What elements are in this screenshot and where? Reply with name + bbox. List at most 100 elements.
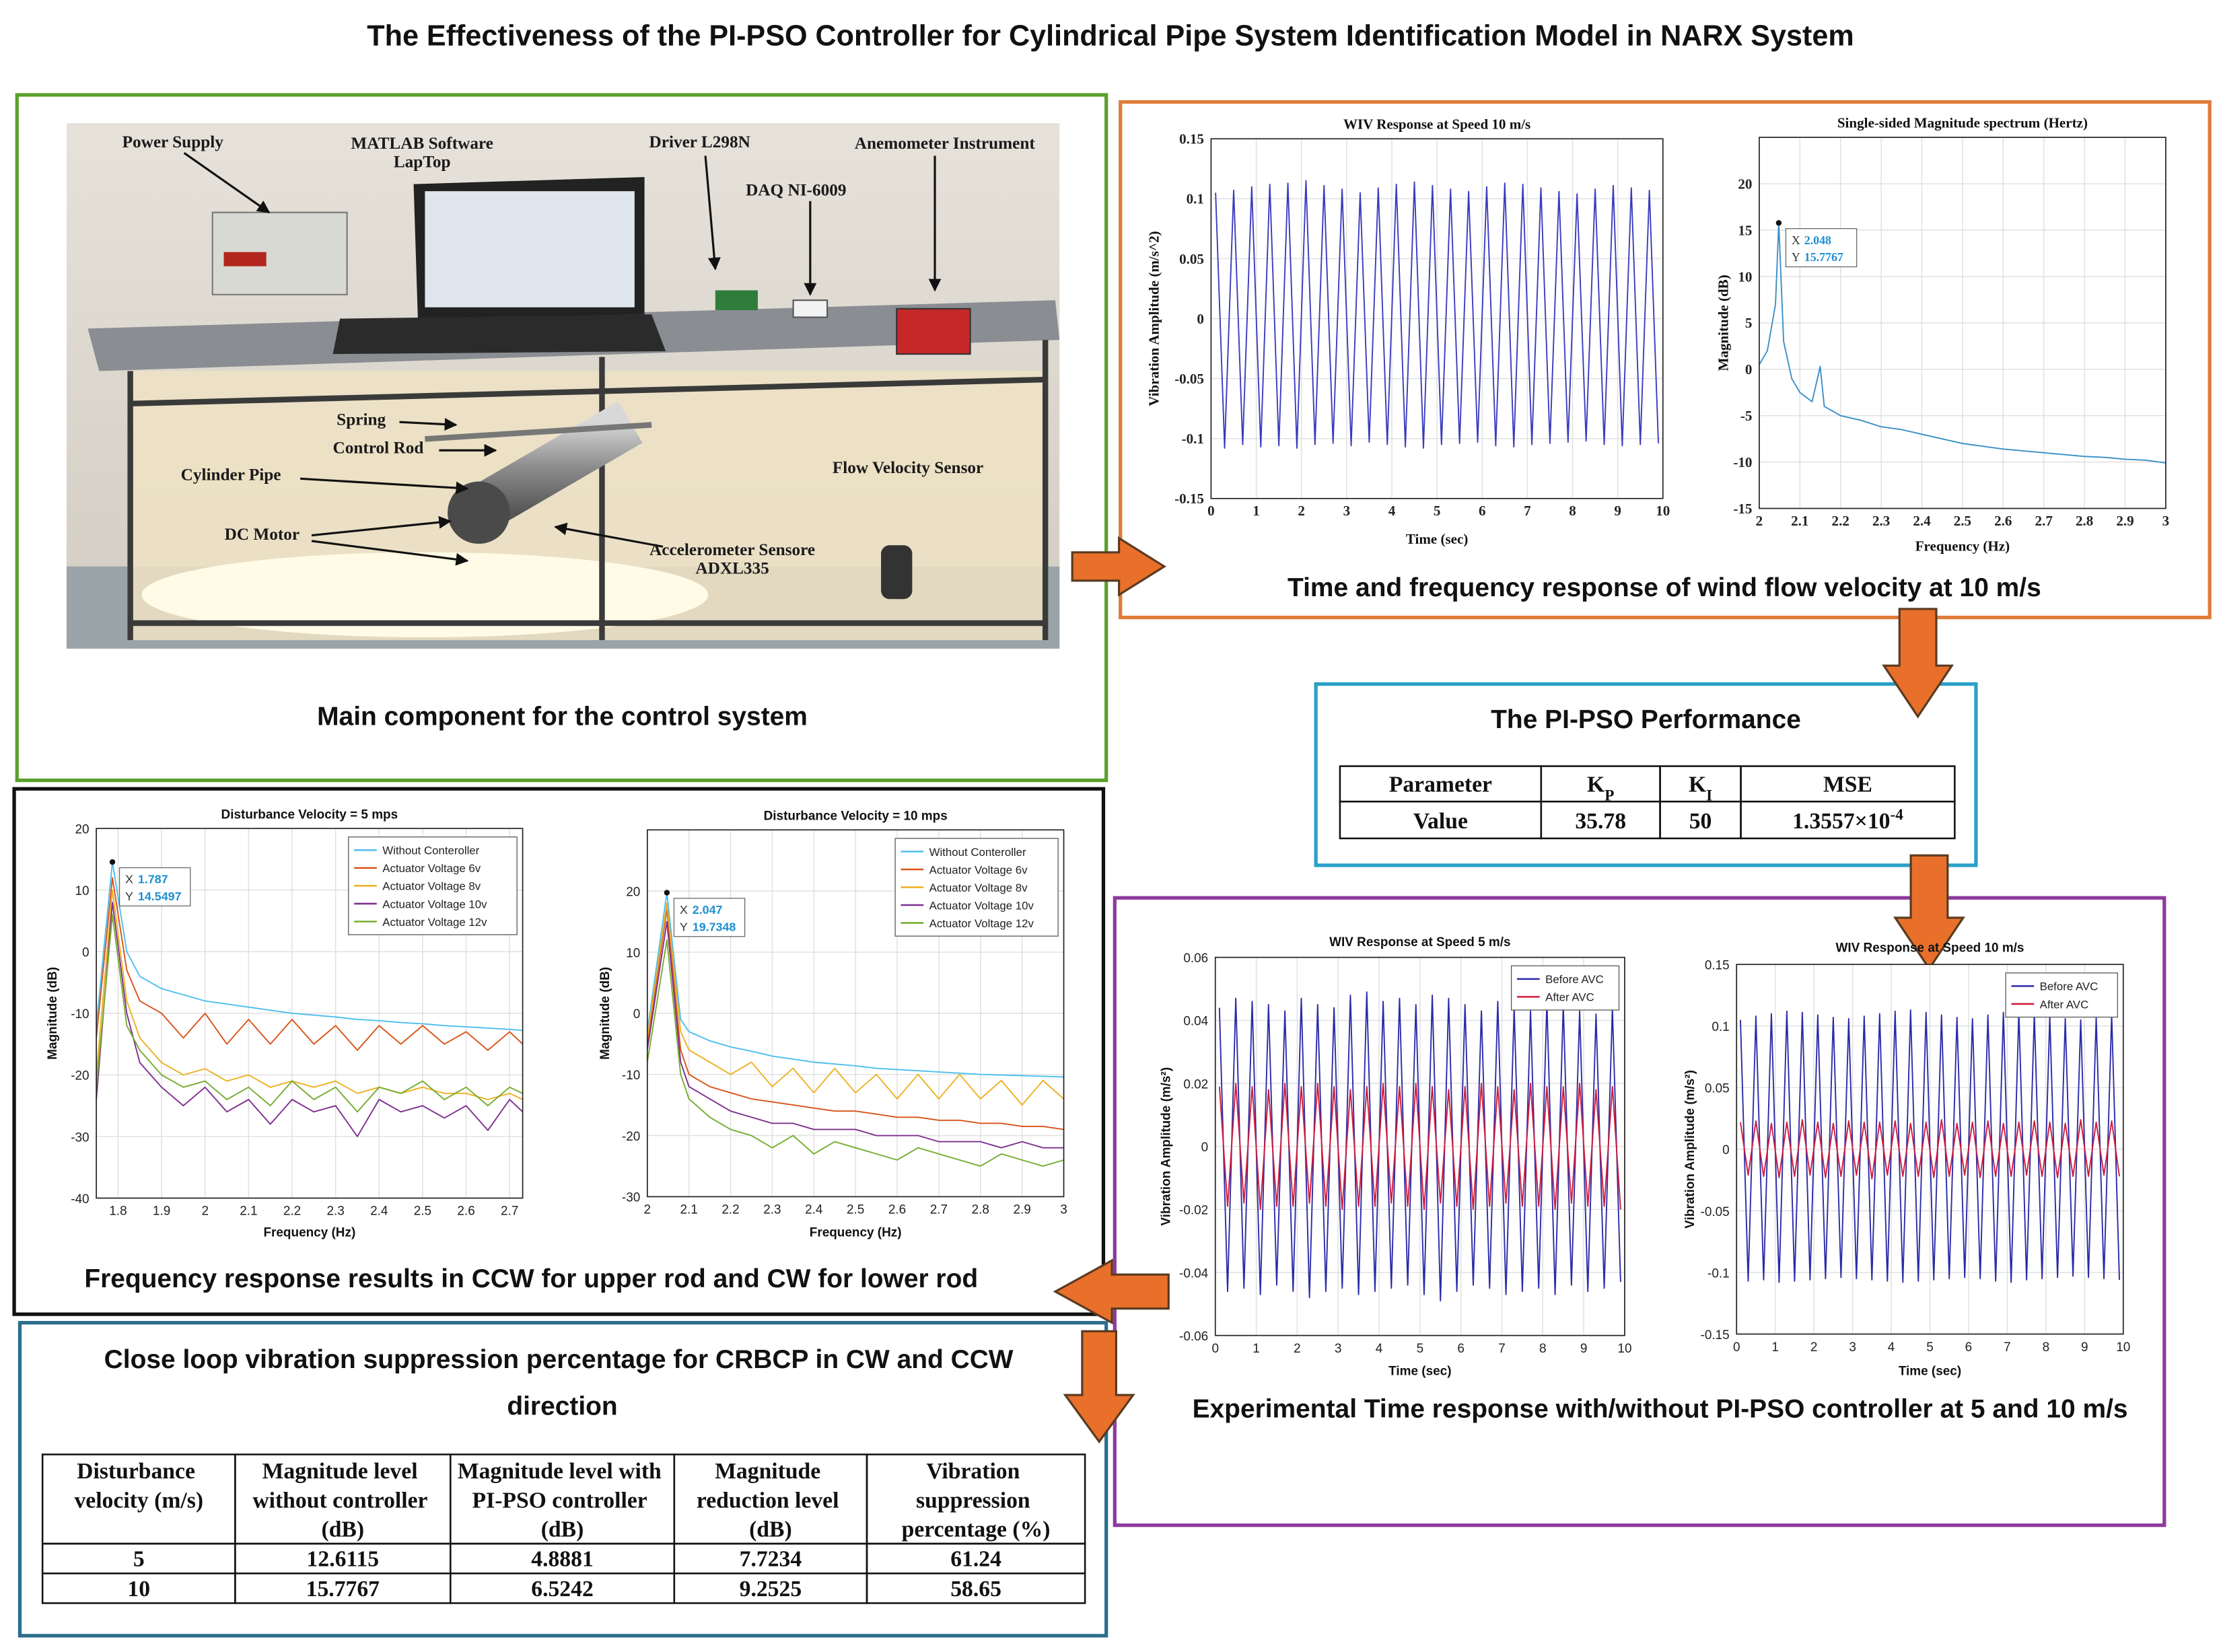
chart-title: WIV Response at Speed 10 m/s <box>1836 941 2024 955</box>
driver-board <box>715 290 758 310</box>
datatip-box <box>1785 228 1858 268</box>
x-axis-label: Time (sec) <box>1899 1365 1961 1379</box>
x-axis-label: Frequency (Hz) <box>263 1225 355 1240</box>
y-tick-label: 5 <box>1745 315 1753 331</box>
x-tick-label: 7 <box>1498 1342 1506 1356</box>
legend-label: Actuator Voltage 12v <box>929 917 1034 930</box>
y-tick-label: -0.05 <box>1701 1205 1730 1219</box>
table-cell-text: Magnitude level without controller (dB) <box>252 1459 433 1542</box>
y-tick-label: 0 <box>1197 311 1204 327</box>
y-axis-label: Magnitude (dB) <box>1716 275 1732 371</box>
photo-label: Power Supply <box>122 133 224 151</box>
table-cell-text: Magnitude reduction level (dB) <box>697 1459 845 1542</box>
table-cell-text: 50 <box>1689 809 1712 834</box>
table-cell-text: 15.7767 <box>306 1577 380 1602</box>
photo-label: Anemometer Instrument <box>855 134 1036 153</box>
data-line <box>1740 1118 2120 1180</box>
x-tick-label: 2.2 <box>283 1205 301 1219</box>
caption: Experimental Time response with/without … <box>1193 1395 2128 1424</box>
x-axis-label: Frequency (Hz) <box>810 1225 902 1240</box>
x-tick-label: 8 <box>2043 1340 2050 1355</box>
y-tick-label: 20 <box>626 886 640 900</box>
x-tick-label: 2.1 <box>680 1203 698 1217</box>
x-tick-label: 2.6 <box>1994 513 2012 529</box>
x-axis-label: Time (sec) <box>1388 1365 1451 1379</box>
x-tick-label: 3 <box>1060 1203 1067 1217</box>
chart: 2 2.1 2.2 2.3 2.4 2.5 2.6 2.7 2.8 2.9 3 -15 -10 -5 0 5 1… <box>1716 114 2170 554</box>
data-line <box>1759 222 2166 464</box>
datatip-value: 2.047 <box>693 903 723 917</box>
photo-label: Spring <box>337 410 386 429</box>
x-tick-label: 2.5 <box>414 1205 431 1219</box>
datatip-label: Y <box>680 920 688 933</box>
table-cell-text: 10 <box>127 1577 150 1602</box>
axes-box <box>646 829 1065 1198</box>
x-tick-label: 1.8 <box>109 1205 127 1219</box>
x-tick-label: 5 <box>1434 503 1441 519</box>
photo-label: DAQ NI-6009 <box>746 180 846 199</box>
x-tick-label: 9 <box>2081 1340 2088 1355</box>
tank-frame <box>127 340 1049 641</box>
photo-label: Control Rod <box>332 438 423 457</box>
chart-title: WIV Response at Speed 10 m/s <box>1343 116 1530 133</box>
flow-sensor <box>881 545 913 600</box>
x-tick-label: 0 <box>1733 1340 1740 1355</box>
table-cell-text: Disturbance velocity (m/s) <box>74 1459 203 1513</box>
cell-subscript: I <box>1706 787 1712 804</box>
legend-label: Actuator Voltage 6v <box>382 862 481 875</box>
x-tick-label: 1.9 <box>153 1205 170 1219</box>
y-tick-label: 0.15 <box>1705 959 1730 973</box>
data-line <box>96 861 523 1032</box>
x-tick-label: 2.4 <box>370 1205 388 1219</box>
datatip-value: 1.787 <box>138 873 168 886</box>
flow-arrow <box>1063 1330 1135 1444</box>
x-tick-label: 2 <box>644 1203 651 1217</box>
photo-label: Driver L298N <box>649 133 750 151</box>
legend-label: Actuator Voltage 10v <box>382 898 487 910</box>
x-tick-label: 3 <box>1849 1340 1856 1355</box>
data-line <box>646 939 1064 1167</box>
table-cell-text: Value <box>1413 809 1468 834</box>
y-tick-label: -10 <box>1733 454 1752 470</box>
control-rod <box>425 422 652 442</box>
y-tick-label: -0.05 <box>1174 371 1204 387</box>
legend-label: Actuator Voltage 12v <box>382 916 487 929</box>
x-tick-label: 3 <box>1335 1342 1342 1356</box>
data-line <box>96 914 524 1113</box>
flow-arrow <box>1071 536 1166 597</box>
x-tick-label: 5 <box>1417 1342 1424 1356</box>
y-tick-label: 0.04 <box>1183 1015 1208 1029</box>
frequency-response-panel <box>12 787 1106 1316</box>
y-tick-label: 15 <box>1738 222 1752 238</box>
axes-box <box>96 828 524 1199</box>
x-tick-label: 10 <box>1617 1342 1631 1356</box>
table-cell-text: 7.7234 <box>740 1547 802 1572</box>
y-tick-label: 0 <box>1745 361 1753 378</box>
x-tick-label: 2.8 <box>2076 513 2093 529</box>
light-reflection <box>141 552 709 638</box>
x-tick-label: 2.7 <box>501 1205 518 1219</box>
flow-arrow <box>1053 1258 1170 1325</box>
x-tick-label: 1 <box>1771 1340 1779 1355</box>
table-cell-text: 4.8881 <box>531 1547 594 1572</box>
x-tick-label: 3 <box>2162 513 2170 529</box>
x-tick-label: 7 <box>1524 503 1531 519</box>
x-tick-label: 8 <box>1539 1342 1547 1356</box>
legend-label: Actuator Voltage 8v <box>382 880 481 893</box>
x-tick-label: 9 <box>1580 1342 1588 1356</box>
table-cell-text: 6.5242 <box>531 1577 594 1602</box>
x-tick-label: 2.8 <box>972 1203 989 1217</box>
y-tick-label: 0.1 <box>1187 191 1204 207</box>
x-tick-label: 2.3 <box>1872 513 1890 529</box>
legend-label: Actuator Voltage 8v <box>929 882 1028 894</box>
x-tick-label: 2 <box>1810 1340 1818 1355</box>
laptop-display <box>425 191 635 308</box>
table-cell-text: Magnitude level with PI-PSO controller (… <box>458 1459 667 1542</box>
data-line <box>646 908 1064 1130</box>
cell-superscript: -4 <box>1890 806 1903 824</box>
table-cell-text: 1.3557×10-4 <box>1792 806 1903 834</box>
datatip-box <box>673 898 746 937</box>
datatip-label: X <box>125 873 133 886</box>
